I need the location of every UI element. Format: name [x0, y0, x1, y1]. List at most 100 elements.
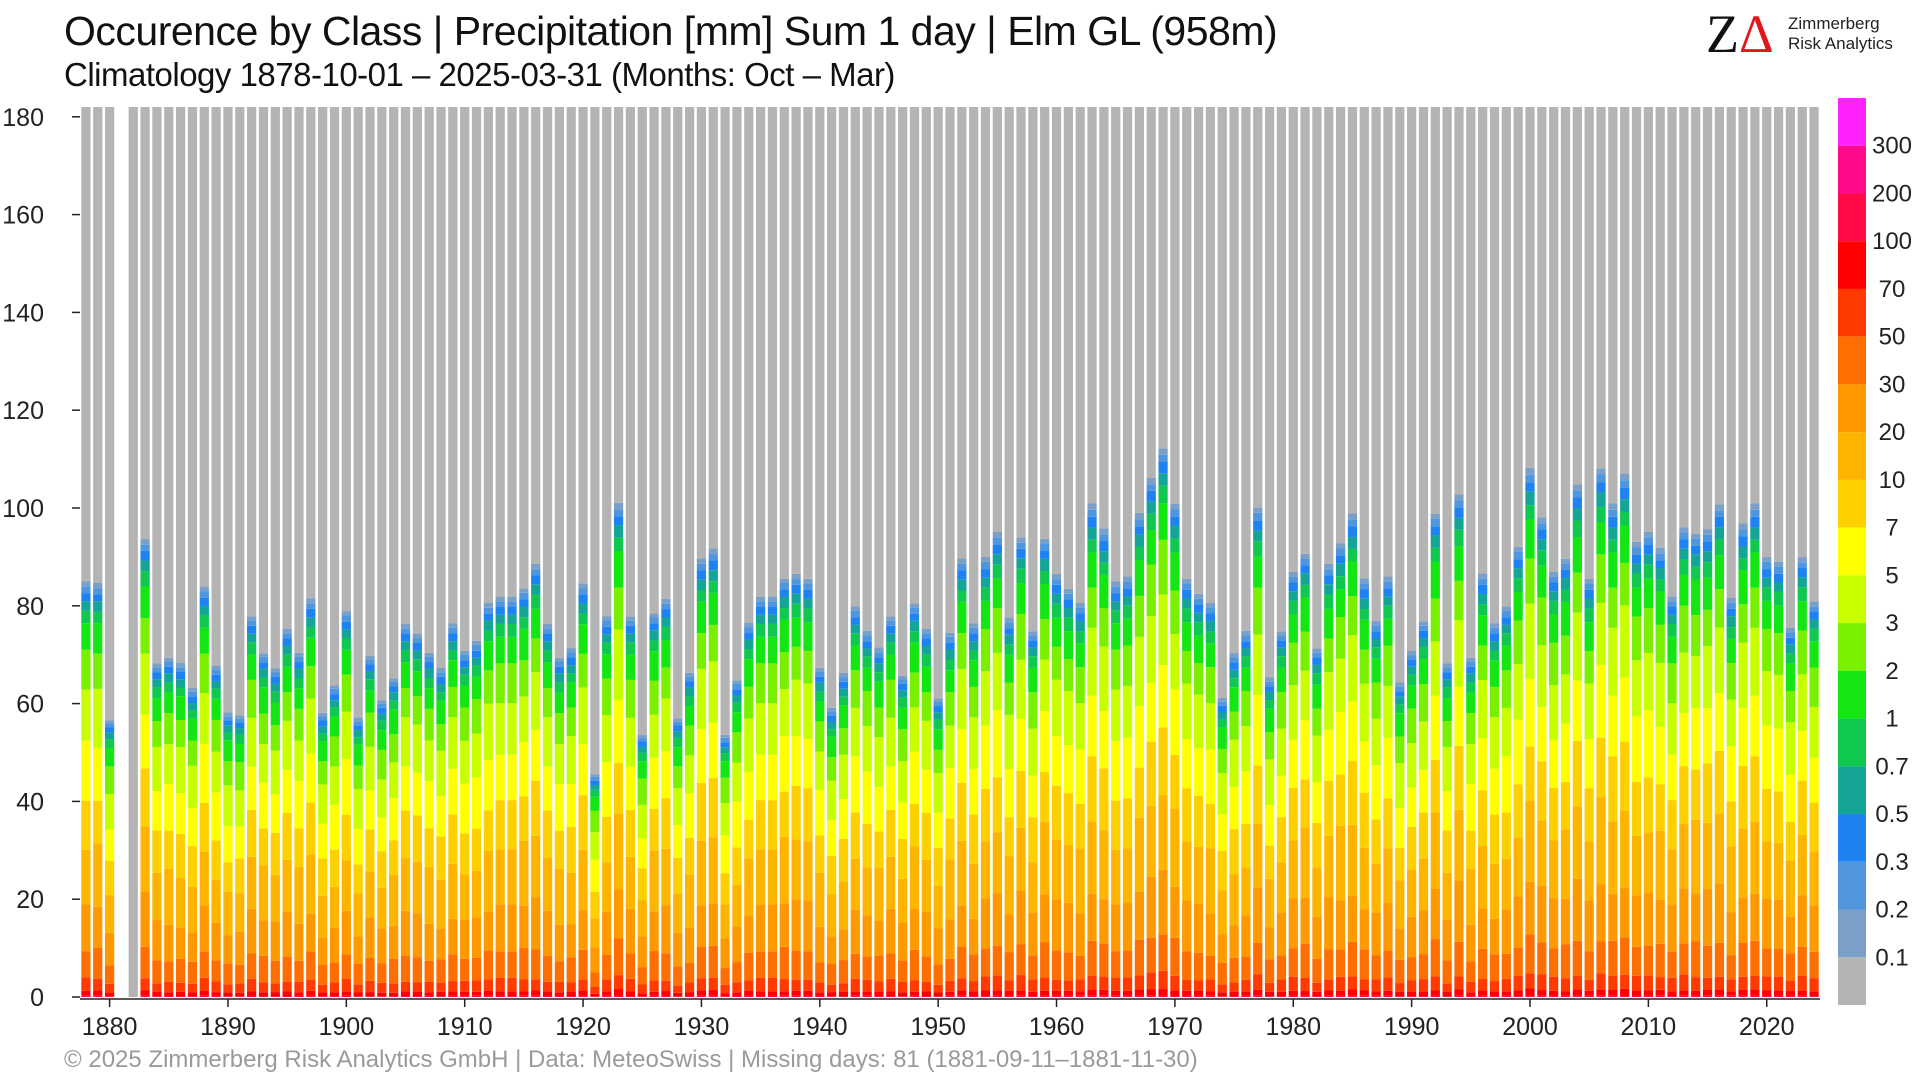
bar-segment — [613, 502, 624, 510]
bar-segment — [673, 737, 683, 748]
bar-segment — [933, 698, 943, 703]
bar-segment — [1691, 990, 1701, 996]
bar-segment — [673, 966, 683, 986]
bar-segment — [187, 740, 198, 766]
bar-segment — [1501, 633, 1511, 646]
bar-segment — [1702, 763, 1713, 823]
bar-segment — [81, 849, 91, 905]
bar-segment — [507, 951, 517, 978]
bar-segment — [1276, 817, 1287, 863]
bar-segment — [661, 905, 671, 954]
bar-segment — [140, 990, 150, 996]
bar-segment — [1051, 899, 1062, 951]
bar-segment — [483, 630, 493, 642]
bar-segment — [1122, 977, 1133, 991]
bar-segment — [1608, 893, 1618, 941]
bar-segment — [542, 766, 553, 811]
bar-segment — [1442, 920, 1452, 961]
bar-segment — [1170, 754, 1180, 809]
bar-segment-dry — [684, 107, 695, 673]
bar-segment — [1371, 912, 1381, 956]
bar-segment-dry — [81, 107, 91, 582]
bar-segment — [1466, 657, 1476, 662]
bar-segment — [708, 778, 718, 838]
bar-segment — [1714, 555, 1725, 590]
bar-segment — [1312, 684, 1322, 709]
bar-segment — [1454, 494, 1464, 501]
bar-segment — [1253, 556, 1263, 588]
bar-segment — [436, 959, 446, 983]
bar-segment — [1489, 981, 1500, 992]
logo-text: Zimmerberg Risk Analytics — [1788, 14, 1893, 54]
bar-segment — [1655, 624, 1665, 663]
bar-segment — [1809, 995, 1819, 997]
bar-segment-dry — [720, 107, 730, 735]
bar-segment — [898, 992, 908, 997]
bar-segment — [1241, 648, 1251, 657]
bar-segment — [1537, 706, 1547, 762]
bar-segment — [1016, 537, 1026, 543]
bar-segment-dry — [128, 107, 138, 997]
bar-segment — [744, 995, 754, 997]
bar-segment — [211, 674, 221, 682]
bar-segment — [542, 662, 553, 689]
bar-segment — [1146, 477, 1156, 485]
bar-segment — [1371, 991, 1381, 996]
bar-segment — [341, 611, 351, 616]
bar-segment — [1631, 660, 1642, 717]
bar-segment — [306, 603, 316, 609]
bar-segment — [1182, 900, 1192, 952]
bar-segment — [1063, 608, 1073, 618]
bar-segment — [803, 990, 813, 996]
bar-segment — [223, 732, 233, 741]
bar-segment — [1407, 655, 1417, 660]
bar-segment — [448, 623, 458, 628]
bar-segment — [164, 783, 174, 831]
bar-segment — [187, 992, 198, 997]
x-tick-label: 1880 — [82, 1013, 138, 1040]
bar-segment — [104, 996, 115, 997]
legend-swatch — [1838, 384, 1866, 433]
bar-segment — [140, 618, 150, 654]
bar-segment — [1193, 612, 1204, 623]
bar-segment — [1525, 678, 1535, 747]
bar-segment — [1111, 740, 1121, 801]
bar-segment — [341, 649, 351, 675]
bar-segment — [803, 589, 813, 599]
bar-segment — [1679, 990, 1689, 996]
bar-segment — [969, 633, 979, 642]
bar-segment — [1560, 570, 1571, 578]
bar-segment — [1087, 539, 1097, 553]
bar-segment — [1359, 649, 1369, 684]
bar-segment — [1679, 712, 1689, 767]
bar-segment — [1442, 996, 1452, 997]
legend-label: 10 — [1879, 467, 1906, 494]
bar-segment — [554, 713, 565, 745]
bar-segment — [471, 650, 482, 658]
bar-segment — [495, 623, 505, 637]
bar-segment — [318, 741, 328, 762]
bar-segment — [625, 978, 636, 992]
bar-segment — [1501, 624, 1511, 634]
bar-segment — [1430, 641, 1440, 696]
bar-segment — [661, 991, 671, 996]
bar-segment — [1608, 695, 1618, 757]
bar-segment — [980, 990, 991, 996]
bar-segment-dry — [1134, 107, 1145, 513]
bar-segment — [1051, 679, 1062, 736]
bar-segment — [673, 985, 683, 993]
bar-segment — [1335, 900, 1346, 950]
bar-segment — [566, 924, 576, 958]
bar-segment — [93, 978, 103, 991]
bar-segment — [1205, 955, 1216, 980]
bar-segment — [365, 992, 375, 997]
bar-segment — [1028, 667, 1038, 693]
bar-segment — [838, 688, 849, 697]
bar-segment — [827, 780, 837, 821]
bar-segment — [1312, 782, 1322, 823]
bar-segment — [1584, 979, 1594, 991]
bar-segment — [767, 977, 778, 992]
bar-segment — [1762, 628, 1772, 672]
bar-segment — [1335, 976, 1346, 991]
bar-segment — [909, 995, 920, 997]
